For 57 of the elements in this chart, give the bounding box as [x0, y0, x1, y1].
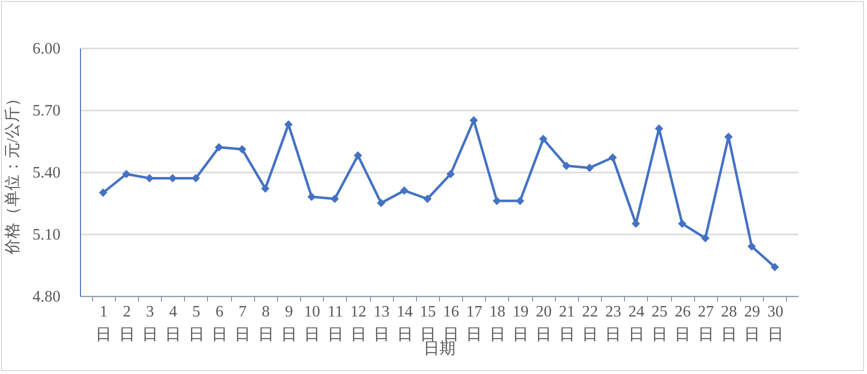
point [330, 194, 339, 204]
y-tick-label: 4.80 [32, 288, 60, 306]
point [678, 219, 686, 228]
x-tick-label: 27日 [698, 304, 714, 344]
point [562, 162, 571, 170]
y-axis-title: 价格（单位：元/公斤） [4, 90, 22, 256]
x-tick-label: 6日 [211, 304, 228, 344]
point [261, 184, 270, 193]
point [122, 170, 131, 178]
y-tick-label: 6.00 [32, 40, 60, 58]
point [238, 145, 246, 154]
x-tick-label: 12日 [350, 304, 366, 344]
point [214, 143, 224, 152]
point [400, 186, 408, 195]
point [98, 188, 108, 197]
point [747, 242, 756, 251]
point [284, 120, 293, 129]
x-tick-label: 5日 [188, 304, 204, 344]
x-tick-label: 24日 [628, 304, 644, 344]
x-tick-label: 3日 [142, 304, 158, 344]
x-tick-label: 23日 [605, 304, 622, 344]
point [423, 194, 432, 204]
point [608, 153, 617, 162]
x-tick-label: 30日 [767, 304, 784, 344]
x-tick-label: 19日 [512, 304, 529, 344]
x-tick-label: 25日 [652, 304, 668, 344]
x-tick-label: 13日 [374, 304, 390, 344]
x-tick-label: 20日 [536, 304, 552, 344]
point [539, 134, 548, 144]
x-tick-label: 9日 [280, 304, 297, 344]
point [192, 174, 200, 182]
x-tick-label: 4日 [165, 304, 182, 344]
point [516, 196, 524, 206]
x-tick-label: 11日 [327, 304, 344, 344]
x-tick-label: 1日 [96, 304, 112, 344]
point [585, 164, 594, 172]
x-tick-label: 8日 [258, 304, 274, 344]
y-tick-label: 5.10 [32, 226, 60, 244]
x-tick-label: 26日 [674, 304, 691, 344]
point [376, 198, 386, 208]
y-tick-label: 5.70 [32, 102, 60, 120]
x-tick-label: 28日 [721, 304, 738, 344]
y-tick-label: 5.40 [32, 164, 60, 182]
x-tick-label: 10日 [304, 304, 320, 344]
x-tick-label: 29日 [744, 304, 760, 344]
x-tick-label: 22日 [582, 304, 598, 344]
x-tick-label: 21日 [558, 304, 575, 344]
point [446, 170, 455, 178]
point [354, 151, 362, 160]
x-tick-label: 2日 [118, 304, 135, 344]
point [701, 234, 710, 242]
x-tick-label: 7日 [234, 304, 251, 344]
point [770, 262, 780, 272]
x-tick-label: 17日 [466, 304, 482, 344]
x-tick-label: 14日 [396, 304, 413, 344]
point [307, 192, 316, 201]
x-tick-label: 18日 [489, 304, 506, 344]
